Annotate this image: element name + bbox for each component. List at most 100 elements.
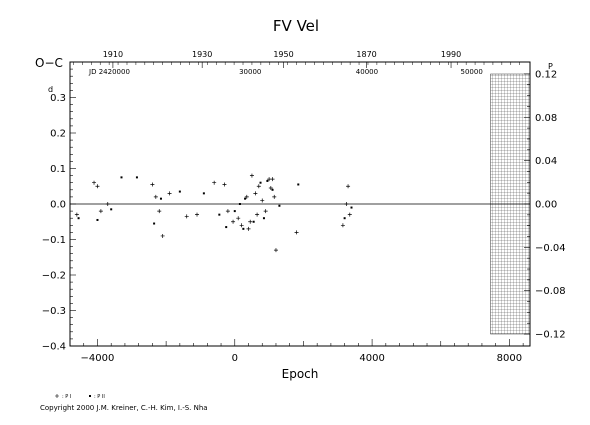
point-p1 [346, 184, 351, 189]
point-p1 [256, 184, 261, 189]
legend-marker-dot [89, 395, 91, 397]
point-p1 [160, 233, 165, 238]
point-p2 [218, 213, 221, 216]
right-tick-label: 0.12 [535, 69, 557, 80]
point-p2 [252, 220, 255, 223]
point-p1 [105, 202, 110, 206]
right-tick-label: 0.04 [535, 156, 557, 167]
point-p1 [260, 198, 265, 203]
point-p2 [233, 210, 236, 213]
left-tick-label: −0.3 [42, 306, 66, 317]
top-year-label: 1950 [273, 50, 293, 59]
point-p1 [184, 214, 189, 219]
point-p1 [195, 212, 200, 217]
point-p2 [271, 188, 274, 191]
point-p2 [238, 203, 241, 205]
point-p2 [244, 197, 247, 200]
left-tick-label: −0.2 [42, 271, 66, 282]
point-p1 [236, 216, 241, 221]
top-year-label: 1990 [441, 50, 461, 59]
point-p1 [248, 219, 253, 224]
left-tick-label: 0.3 [50, 93, 66, 104]
jd-label: 40000 [356, 68, 378, 76]
top-axis: 1910 1930 1950 1870 1990 [73, 50, 520, 68]
point-p1 [246, 226, 251, 231]
left-axis: −0.4 −0.3 −0.2 −0.1 0.0 0.1 0.2 0.3 [42, 61, 76, 353]
left-tick-label: 0.2 [50, 129, 66, 140]
right-tick-label: −0.12 [535, 330, 566, 341]
legend-label-p2: : P II [94, 394, 105, 400]
right-axis-unit: P [548, 62, 553, 71]
point-p1 [98, 209, 103, 214]
jd-label: 30000 [239, 68, 261, 76]
point-p1 [222, 182, 227, 187]
right-tick-label: −0.08 [535, 286, 566, 297]
point-p1 [225, 209, 230, 214]
legend-marker-plus [55, 394, 59, 398]
left-tick-label: −0.4 [42, 342, 66, 353]
point-p1 [344, 202, 349, 206]
jd-label: JD 2420000 [88, 68, 130, 76]
point-p1 [263, 209, 268, 214]
point-p1 [231, 219, 236, 224]
right-axis: −0.12 −0.08 −0.04 0.00 0.04 0.08 0.12 [524, 69, 566, 341]
point-p2 [266, 179, 269, 182]
point-p1 [347, 212, 352, 217]
legend: : P I : P II [55, 394, 105, 400]
point-p2 [225, 226, 228, 229]
point-p2 [135, 176, 138, 179]
jd-label: 50000 [461, 68, 483, 76]
top-year-label: 1910 [103, 50, 123, 59]
bottom-tick-label: 8000 [497, 353, 522, 364]
point-p1 [294, 230, 299, 235]
point-p1 [212, 180, 217, 185]
point-p2 [96, 218, 99, 221]
copyright-text: Copyright 2000 J.M. Kreiner, C.-H. Kim, … [40, 404, 208, 412]
point-p1 [74, 212, 79, 217]
point-p1 [268, 186, 273, 191]
point-p2 [242, 227, 245, 230]
left-tick-label: 0.1 [50, 164, 66, 175]
point-p2 [259, 181, 262, 184]
point-p2 [159, 197, 162, 200]
point-p1 [157, 209, 162, 214]
point-p1 [270, 177, 275, 182]
point-p2 [202, 192, 205, 195]
legend-label-p1: : P I [62, 394, 71, 400]
point-p1 [92, 180, 97, 185]
point-p1 [167, 191, 172, 196]
point-p1 [273, 248, 278, 253]
point-p2 [262, 217, 265, 220]
top-year-label: 1930 [192, 50, 212, 59]
point-p2 [278, 204, 281, 207]
bottom-tick-label: 4000 [359, 353, 384, 364]
right-tick-label: 0.00 [535, 200, 557, 211]
left-tick-label: 0.0 [50, 200, 66, 211]
point-p2 [153, 222, 156, 225]
chart-title: FV Vel [273, 17, 319, 35]
left-tick-label: −0.1 [42, 235, 66, 246]
point-p2 [297, 183, 300, 186]
bottom-tick-label: −4000 [81, 353, 115, 364]
top-year-label: 1870 [356, 50, 376, 59]
x-axis-label: Epoch [282, 367, 319, 381]
right-tick-label: −0.04 [535, 243, 566, 254]
point-p1 [272, 194, 277, 199]
point-p2 [110, 208, 113, 211]
point-p1 [244, 194, 249, 199]
jd-axis-labels: JD 2420000 30000 40000 50000 [88, 68, 483, 76]
point-p2 [350, 206, 353, 209]
point-p1 [153, 194, 158, 199]
point-p2 [120, 176, 123, 179]
point-p1 [150, 182, 155, 187]
point-p1 [253, 191, 258, 196]
point-p2 [343, 217, 346, 220]
bottom-tick-label: 0 [232, 353, 238, 364]
point-p1 [255, 212, 260, 217]
bottom-axis: −4000 0 4000 8000 [69, 339, 524, 364]
y-axis-unit: d [48, 85, 53, 94]
point-p1 [249, 173, 254, 178]
data-points [74, 173, 353, 253]
y-axis-label: O−C [35, 56, 63, 70]
